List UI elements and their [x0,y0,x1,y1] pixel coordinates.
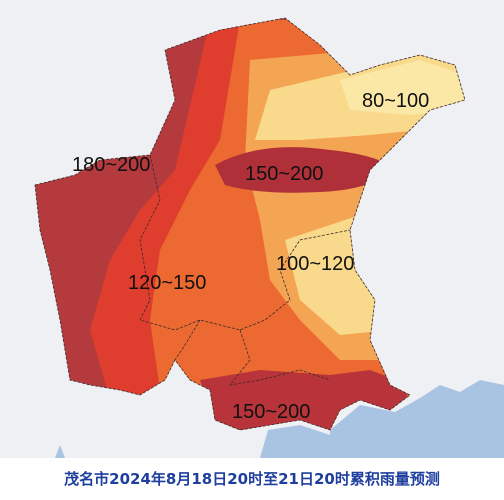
caption-band [0,458,504,500]
zone-pale [340,60,465,115]
rain-label: 150~200 [245,163,323,185]
rain-label: 80~100 [362,90,429,112]
zone-150-200 [215,147,395,193]
boundary [34,17,466,431]
sea [260,380,504,458]
rain-label: 100~120 [276,253,354,275]
rain-label: 150~200 [232,401,310,423]
district-boundary [139,154,351,386]
rain-label: 120~150 [128,272,206,294]
caption: 茂名市2024年8月18日20时至21日20时累积雨量预测 [64,470,440,488]
sea [55,445,65,458]
rain-label: 180~200 [72,154,150,176]
